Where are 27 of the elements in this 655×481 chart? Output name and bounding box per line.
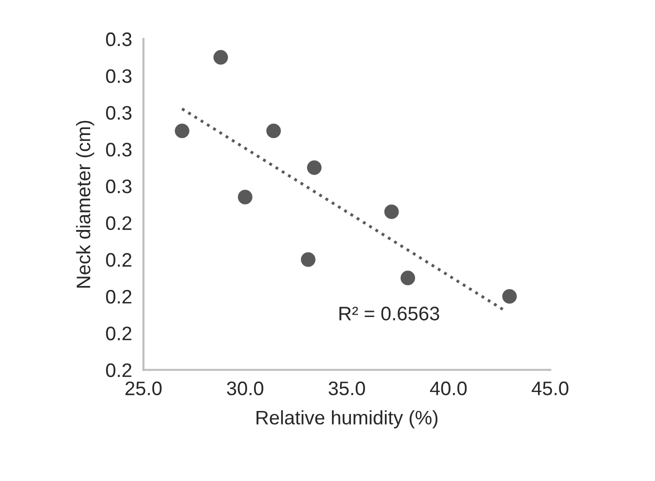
point: [300, 252, 316, 267]
point: [266, 124, 281, 138]
point: [307, 160, 322, 175]
y-tick-label: 0.2: [106, 363, 132, 378]
point: [238, 190, 252, 204]
y-tick-label: 0.3: [106, 32, 132, 46]
point: [384, 204, 399, 220]
point: [213, 50, 228, 65]
point: [400, 270, 416, 286]
y-tick-label: 0.3: [106, 142, 132, 157]
y-tick-label: 0.3: [106, 69, 132, 83]
point: [174, 124, 190, 138]
x-tick-label: 35.0: [328, 382, 365, 396]
x-tick-label: 25.0: [126, 382, 162, 396]
y-tick-label: 0.2: [106, 290, 132, 304]
y-tick-label: 0.3: [106, 180, 132, 194]
y-tick-label: 0.2: [106, 216, 132, 230]
x-axis-title: Relative humidity (%): [256, 410, 438, 428]
y-tick-label: 0.2: [106, 326, 132, 340]
y-tick-label: 0.3: [106, 106, 132, 120]
x-tick-label: 40.0: [430, 382, 467, 396]
annotation: R² = 0.6563: [339, 306, 440, 320]
y-axis-title: Neck diameter (cm): [76, 120, 94, 288]
x-tick-label: 45.0: [532, 382, 568, 396]
point: [502, 289, 517, 304]
y-tick-label: 0.2: [106, 253, 132, 267]
x-tick-label: 30.0: [226, 382, 264, 396]
